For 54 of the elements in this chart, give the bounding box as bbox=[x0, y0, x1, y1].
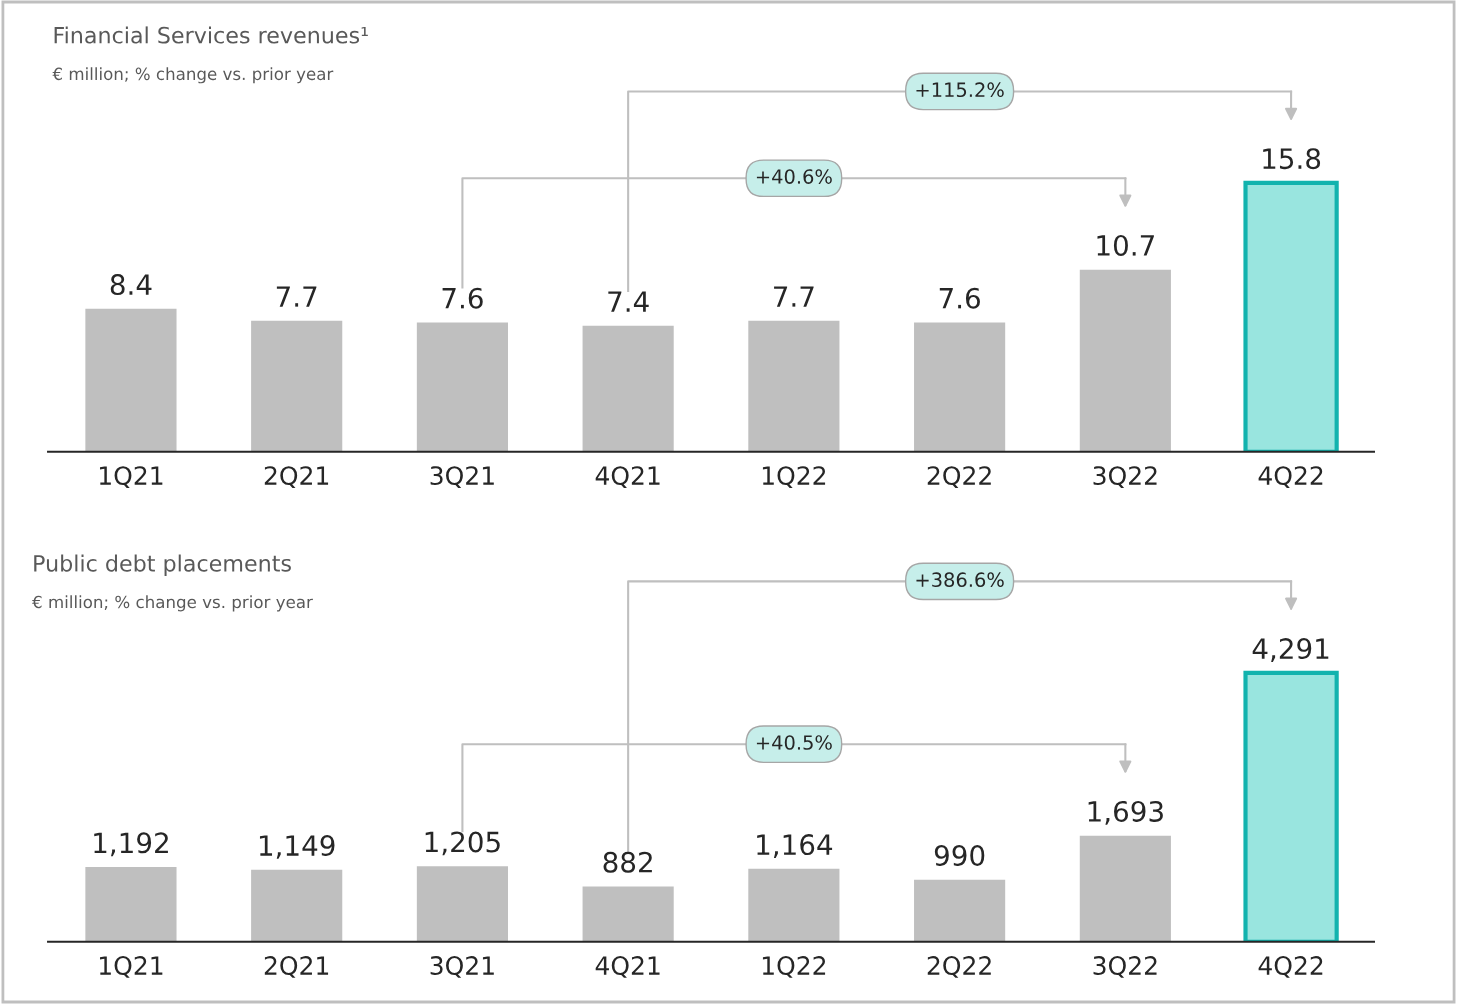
data-label: 882 bbox=[603, 851, 652, 873]
x-tick-label: 2Q21 bbox=[264, 956, 329, 978]
bar bbox=[85, 867, 177, 942]
x-tick-label: 4Q21 bbox=[595, 956, 660, 978]
annotation: +40.5% bbox=[756, 735, 832, 750]
bar bbox=[1079, 835, 1171, 942]
bar bbox=[914, 879, 1006, 942]
data-label: 7.7 bbox=[276, 286, 317, 307]
chart-subtitle: € million; % change vs. prior year bbox=[52, 67, 334, 84]
bar bbox=[1079, 269, 1171, 452]
data-label: 7.7 bbox=[774, 286, 814, 307]
x-tick-label: 1Q22 bbox=[762, 466, 826, 488]
chart-subtitle: € million; % change vs. prior year bbox=[32, 595, 313, 612]
text: +386.6% bbox=[916, 572, 1004, 588]
data-label: 1,693 bbox=[1088, 800, 1163, 825]
bar bbox=[582, 886, 674, 942]
chart-title: Financial Services revenues¹ bbox=[54, 26, 368, 44]
x-tick-label: 1Q21 bbox=[99, 466, 163, 488]
x-tick-label: 2Q21 bbox=[264, 466, 329, 488]
x-tick-label: 1Q21 bbox=[99, 956, 163, 978]
x-tick-label: 2Q22 bbox=[927, 956, 991, 978]
text: +115.2% bbox=[916, 82, 1004, 98]
data-label: 15.8 bbox=[1263, 148, 1321, 170]
x-tick-label: 3Q21 bbox=[430, 466, 494, 488]
bar bbox=[582, 325, 674, 452]
data-label: 7.6 bbox=[442, 287, 483, 309]
data-label: 10.7 bbox=[1097, 234, 1154, 256]
x-tick-label: 3Q21 bbox=[430, 956, 494, 978]
x-tick-label: 3Q22 bbox=[1093, 956, 1157, 978]
bar bbox=[748, 868, 840, 942]
x-tick-label: 3Q22 bbox=[1093, 466, 1157, 488]
chart-title: Public debt placements bbox=[34, 554, 291, 577]
x-tick-label: 4Q22 bbox=[1258, 956, 1323, 978]
x-tick-label: 1Q22 bbox=[762, 956, 826, 978]
bar bbox=[914, 322, 1006, 452]
annotation: +40.6% bbox=[756, 169, 832, 184]
x-tick-label: 4Q21 bbox=[595, 466, 660, 488]
data-label: 4,291 bbox=[1252, 638, 1329, 662]
bar bbox=[85, 308, 177, 452]
data-label: 1,164 bbox=[757, 834, 833, 858]
data-label: 1,205 bbox=[425, 831, 500, 856]
x-tick-label: 4Q22 bbox=[1258, 466, 1323, 488]
bar bbox=[251, 320, 343, 452]
bar bbox=[416, 322, 508, 452]
bar bbox=[748, 320, 840, 452]
data-label: 1,192 bbox=[94, 832, 168, 857]
data-label: 1,149 bbox=[259, 835, 335, 859]
bar bbox=[416, 866, 508, 942]
bar bbox=[251, 869, 343, 942]
data-label: 990 bbox=[934, 844, 985, 866]
data-label: 7.4 bbox=[608, 291, 649, 312]
data-label: 8.4 bbox=[110, 274, 152, 296]
x-tick-label: 2Q22 bbox=[927, 466, 991, 488]
data-label: 7.6 bbox=[939, 287, 980, 309]
